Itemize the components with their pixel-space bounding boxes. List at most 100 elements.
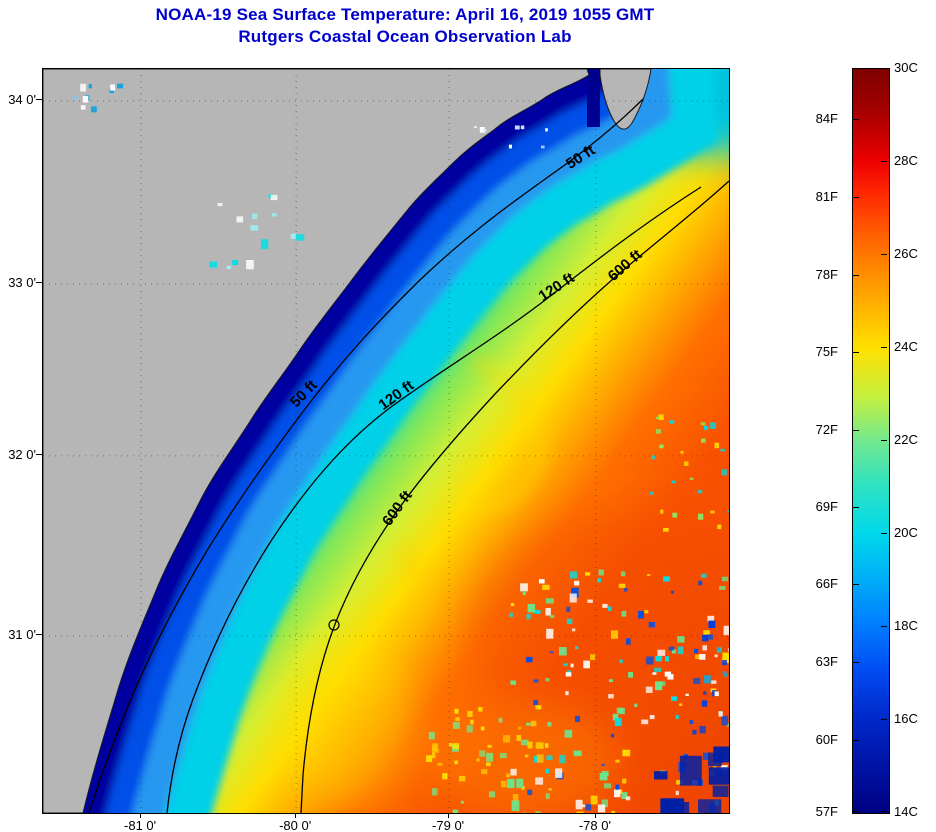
cloud-speckle	[698, 489, 703, 494]
cloud-speckle	[655, 656, 662, 662]
cloud-speckle	[722, 652, 729, 663]
cloud-speckle	[520, 125, 525, 130]
cloud-speckle	[675, 790, 679, 795]
colorbar-c-label: 16C	[894, 711, 918, 726]
colorbar-f-label: 78F	[815, 266, 838, 282]
cape-land	[599, 69, 652, 130]
cloud-speckle	[722, 660, 727, 666]
colorbar-f-label: 57F	[815, 804, 838, 819]
cloud-speckle	[602, 603, 608, 608]
colorbar-c-label: 28C	[894, 153, 918, 168]
cloud-speckle	[619, 659, 623, 664]
cloud-speckle	[435, 748, 439, 753]
lon-tick-mark	[448, 813, 449, 818]
cloud-speckle	[677, 636, 685, 643]
lat-tick-mark	[36, 634, 42, 635]
cloud-speckle	[585, 572, 591, 576]
cloud-speckle	[649, 491, 654, 495]
cloud-speckle	[727, 648, 729, 652]
cloud-speckle	[660, 798, 685, 813]
cloud-speckle	[535, 742, 544, 749]
cloud-speckle	[689, 477, 694, 481]
cloud-speckle	[548, 788, 552, 791]
cloud-speckle	[512, 794, 519, 801]
cloud-speckle	[535, 811, 541, 813]
cloud-speckle	[570, 663, 574, 668]
cloud-speckle	[566, 618, 573, 624]
cloud-speckle	[82, 96, 89, 103]
cloud-speckle	[250, 225, 259, 231]
cloud-speckle	[655, 429, 661, 434]
cloud-speckle	[454, 760, 458, 765]
cloud-speckle	[483, 128, 487, 132]
cloud-speckle	[703, 691, 707, 695]
cloud-speckle	[569, 593, 577, 603]
cloud-speckle	[695, 654, 701, 659]
cloud-speckle	[437, 762, 443, 766]
cloud-speckle	[454, 708, 459, 714]
cloud-speckle	[474, 126, 477, 128]
cloud-speckle	[692, 730, 697, 735]
cloud-speckle	[712, 766, 717, 769]
cloud-speckle	[714, 654, 718, 658]
cloud-speckle	[575, 799, 583, 810]
depth-contours	[88, 98, 729, 813]
cloud-speckle	[702, 634, 709, 642]
colorbar-c-tick	[881, 161, 887, 162]
cloud-speckle	[542, 584, 550, 590]
cloud-speckle	[669, 420, 675, 424]
cloud-speckle	[527, 789, 533, 796]
cloud-speckle	[625, 796, 631, 801]
cloud-speckle	[489, 791, 496, 798]
cloud-speckle	[671, 480, 676, 484]
colorbar-f-tick	[853, 811, 859, 812]
cloud-speckle	[659, 444, 664, 449]
cloud-speckle	[711, 680, 717, 684]
cloud-speckle	[479, 127, 485, 133]
cloud-speckle	[614, 789, 621, 798]
cloud-speckle	[295, 234, 305, 241]
cloud-speckle	[534, 609, 541, 614]
cloud-speckle	[574, 715, 580, 722]
cloud-speckle	[453, 722, 460, 729]
cloud-speckle	[546, 755, 553, 761]
lat-tick-mark	[36, 454, 42, 455]
colorbar-c-tick	[881, 440, 887, 441]
cloud-speckle	[723, 672, 728, 677]
cloud-speckle	[712, 690, 717, 697]
colorbar-f-tick	[853, 430, 859, 431]
cloud-speckle	[110, 84, 115, 91]
colorbar-c-label: 22C	[894, 432, 918, 447]
cloud-speckle	[638, 610, 644, 619]
cloud-speckle	[236, 216, 244, 223]
cloud-speckle	[644, 610, 649, 614]
cloud-speckle	[675, 714, 679, 720]
cloud-speckle	[664, 671, 671, 677]
cloud-speckle	[720, 448, 725, 452]
cloud-speckle	[80, 83, 86, 92]
cloud-speckle	[480, 726, 485, 731]
contour-circle-mark	[328, 619, 340, 631]
cloud-speckle	[717, 524, 722, 529]
cloud-speckle	[522, 590, 527, 595]
cloud-speckle	[533, 700, 539, 706]
cloud-speckle	[723, 625, 729, 636]
cloud-speckle	[470, 719, 474, 725]
cloud-speckle	[703, 630, 710, 635]
gridlines	[43, 69, 729, 813]
cloud-speckle	[527, 741, 533, 749]
cloud-speckle	[661, 681, 666, 686]
cloud-speckle	[721, 469, 727, 476]
cloud-speckle	[526, 722, 531, 726]
cloud-speckle	[598, 569, 604, 576]
cloud-speckle	[449, 743, 453, 747]
colorbar-f-tick	[853, 352, 859, 353]
cloud-speckle	[498, 717, 503, 723]
cloud-speckle	[458, 775, 466, 782]
cloud-speckle	[601, 799, 608, 808]
cloud-speckle	[508, 144, 512, 149]
cloud-speckle	[721, 715, 729, 726]
lat-tick-label: 32 0'	[8, 446, 36, 462]
cloud-speckle	[712, 785, 729, 797]
river-inlet	[587, 69, 600, 127]
